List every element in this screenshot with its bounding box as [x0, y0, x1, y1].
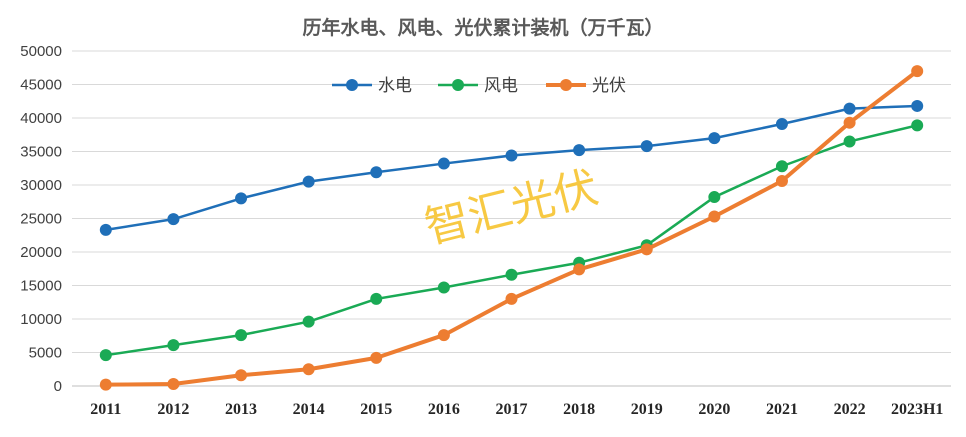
grid-layer: [72, 50, 951, 387]
data-point: [640, 140, 653, 153]
data-point: [708, 191, 721, 204]
x-tick-label: 2016: [428, 401, 460, 418]
data-point: [505, 268, 518, 281]
watermark-text: 智汇光伏: [420, 162, 603, 254]
y-tick-label: 35000: [20, 144, 62, 161]
x-tick-label: 2015: [360, 401, 392, 418]
y-axis-ticks: 0 5000 10000 15000 20000 25000 30000 35000 40000…: [20, 43, 62, 395]
legend-swatch-marker: [560, 79, 572, 91]
data-point: [167, 339, 180, 352]
legend: 水电 风电 光伏: [332, 76, 626, 96]
data-point: [843, 135, 856, 148]
legend-label: 光伏: [592, 76, 626, 96]
y-tick-label: 15000: [20, 278, 62, 295]
data-point: [437, 157, 450, 170]
data-point: [573, 263, 586, 276]
data-point: [505, 292, 518, 305]
y-tick-label: 10000: [20, 311, 62, 328]
data-point: [99, 223, 112, 236]
data-point: [775, 118, 788, 131]
data-point: [708, 210, 721, 223]
series-1: [99, 99, 924, 236]
series-3: [99, 65, 924, 391]
data-point: [911, 65, 924, 78]
data-point: [235, 192, 248, 205]
y-tick-label: 40000: [20, 110, 62, 127]
y-tick-label: 45000: [20, 77, 62, 94]
x-tick-label: 2021: [766, 401, 798, 418]
x-tick-label: 2011: [90, 401, 121, 418]
data-point: [370, 351, 383, 364]
x-tick-label: 2012: [157, 401, 189, 418]
data-point: [505, 149, 518, 162]
y-tick-label: 30000: [20, 177, 62, 194]
data-point: [573, 144, 586, 157]
x-tick-label: 2019: [631, 401, 663, 418]
x-tick-label: 2017: [496, 401, 528, 418]
data-point: [167, 377, 180, 390]
y-tick-label: 50000: [20, 43, 62, 60]
x-axis-ticks: 2011 2012 2013 2014 2015 2016 2017 2018 2019 2020…: [90, 401, 943, 418]
y-tick-label: 20000: [20, 244, 62, 261]
data-point: [437, 329, 450, 342]
data-point: [775, 160, 788, 173]
data-point: [911, 99, 924, 112]
data-point: [235, 329, 248, 342]
y-tick-label: 5000: [29, 345, 62, 362]
chart-title: 历年水电、风电、光伏累计装机（万千瓦）: [302, 16, 663, 39]
data-point: [911, 119, 924, 132]
x-tick-label: 2013: [225, 401, 257, 418]
x-tick-label: 2020: [698, 401, 730, 418]
legend-label: 水电: [378, 76, 412, 96]
x-tick-label: 2022: [834, 401, 866, 418]
data-point: [99, 349, 112, 362]
data-point: [302, 363, 315, 376]
data-point: [640, 243, 653, 256]
data-point: [843, 102, 856, 115]
data-point: [167, 213, 180, 226]
legend-swatch-marker: [346, 79, 358, 91]
data-point: [99, 378, 112, 391]
x-tick-label: 2018: [563, 401, 595, 418]
y-tick-label: 0: [54, 378, 62, 395]
y-tick-label: 25000: [20, 211, 62, 228]
data-point: [302, 315, 315, 328]
data-point: [235, 369, 248, 382]
data-point: [370, 292, 383, 305]
data-point: [843, 116, 856, 129]
data-point: [437, 281, 450, 294]
data-point: [708, 132, 721, 145]
data-point: [302, 175, 315, 188]
legend-swatch-marker: [452, 79, 464, 91]
x-tick-label: 2023H1: [891, 401, 943, 418]
data-point: [370, 166, 383, 179]
x-tick-label: 2014: [293, 401, 325, 418]
series-layer: [99, 65, 924, 391]
data-point: [775, 174, 788, 187]
series-2: [99, 119, 924, 362]
legend-label: 风电: [484, 76, 518, 96]
